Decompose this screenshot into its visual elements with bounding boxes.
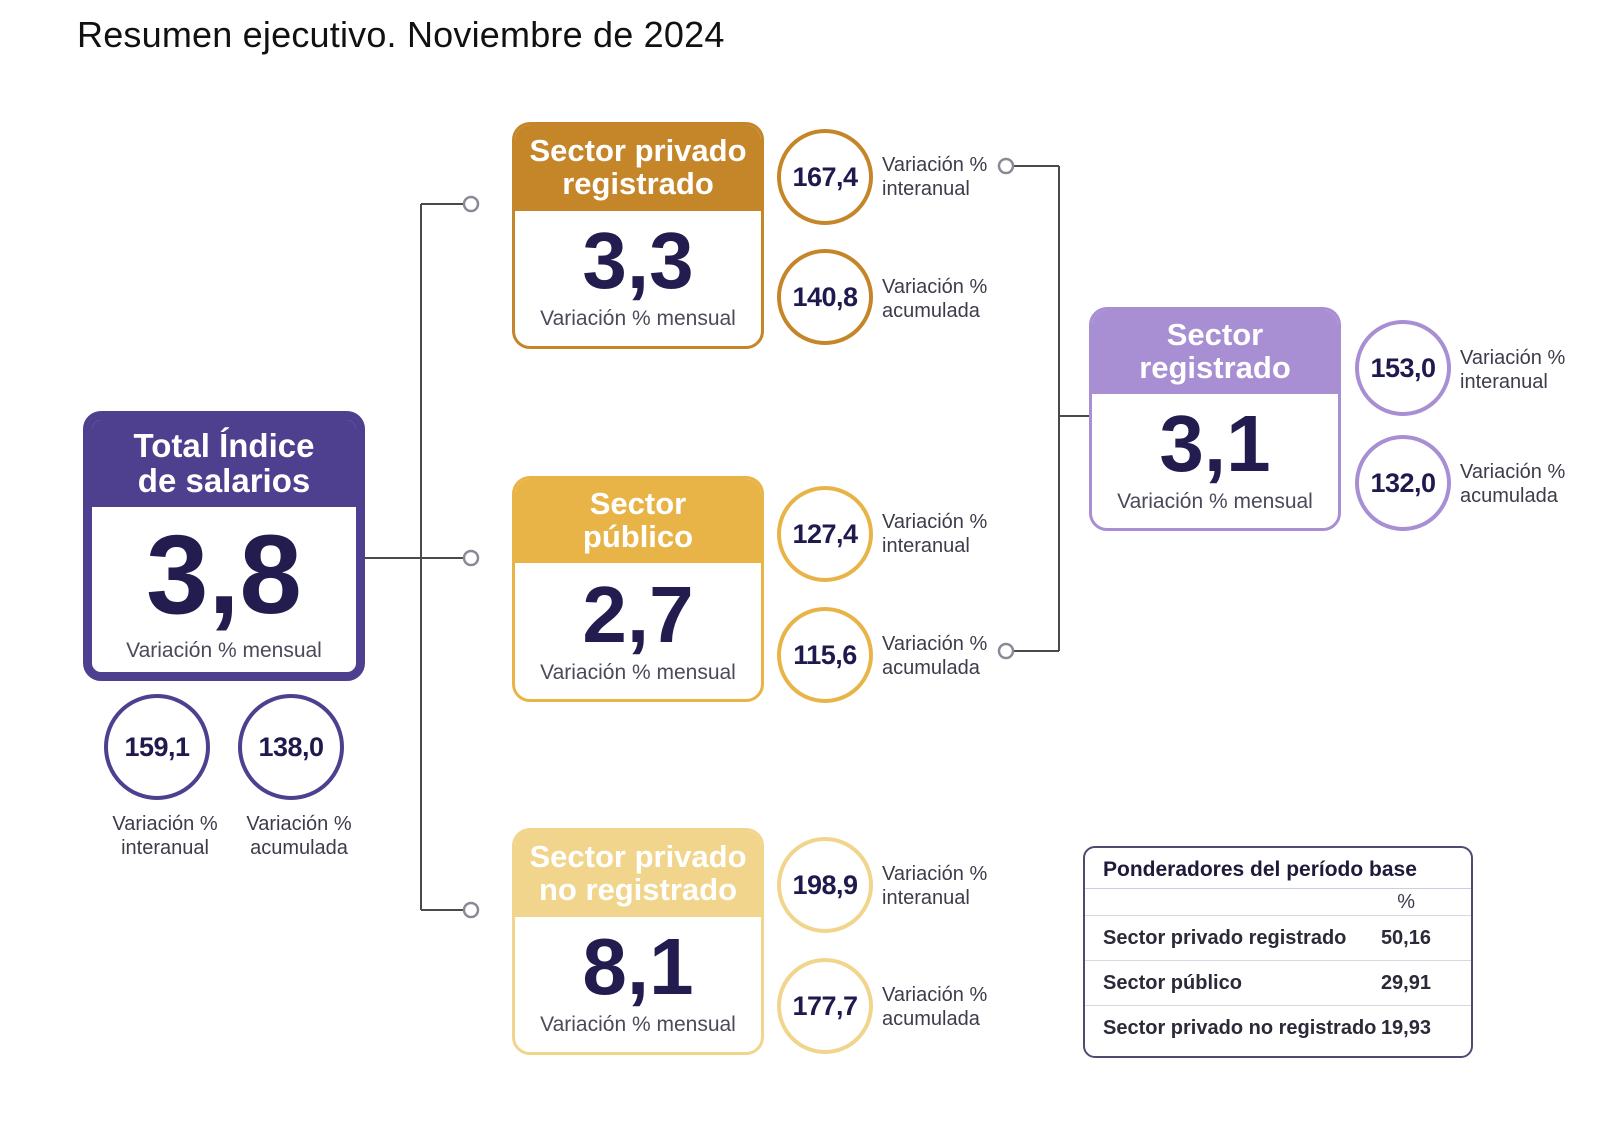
- publico-value: 2,7: [582, 570, 694, 659]
- total-acumulada-circle: 138,0: [238, 694, 344, 800]
- no-registrado-box: Sector privado no registrado 8,1 Variaci…: [512, 828, 764, 1055]
- no-registrado-interanual-label: Variación % interanual: [882, 863, 988, 909]
- publico-acumulada-label: Variación % acumulada: [882, 633, 988, 679]
- registrado-acumulada-label: Variación % acumulada: [1460, 461, 1566, 507]
- total-header: Total Índice de salarios: [92, 420, 356, 507]
- registrado-acumulada-circle: 132,0: [1355, 435, 1451, 531]
- publico-box: Sector público 2,7 Variación % mensual: [512, 476, 764, 702]
- connector-dot-no-registrado: [462, 901, 480, 919]
- publico-header: Sector público: [515, 479, 761, 563]
- ponderadores-unit: %: [1397, 891, 1415, 913]
- registrado-sublabel: Variación % mensual: [1117, 490, 1313, 513]
- registrado-interanual-label: Variación % interanual: [1460, 347, 1566, 393]
- privado-registrado-sublabel: Variación % mensual: [540, 307, 736, 330]
- total-acumulada-label: Variación % acumulada: [246, 813, 352, 859]
- table-row: Sector privado no registrado 19,93: [1085, 1005, 1471, 1050]
- ponderadores-title: Ponderadores del período base: [1085, 848, 1471, 889]
- no-registrado-header: Sector privado no registrado: [515, 831, 761, 917]
- no-registrado-value: 8,1: [582, 922, 694, 1011]
- privado-registrado-header: Sector privado registrado: [515, 125, 761, 211]
- privado-registrado-interanual-circle: 167,4: [777, 129, 873, 225]
- connector-dot-privado: [462, 195, 480, 213]
- registrado-header: Sector registrado: [1092, 310, 1338, 394]
- row-value: 19,93: [1380, 1016, 1431, 1039]
- publico-sublabel: Variación % mensual: [540, 661, 736, 684]
- privado-registrado-value: 3,3: [582, 216, 694, 305]
- no-registrado-sublabel: Variación % mensual: [540, 1013, 736, 1036]
- privado-registrado-box: Sector privado registrado 3,3 Variación …: [512, 122, 764, 349]
- privado-registrado-acumulada-label: Variación % acumulada: [882, 276, 988, 322]
- table-row: Sector privado registrado 50,16: [1085, 915, 1471, 960]
- total-sublabel: Variación % mensual: [126, 639, 322, 662]
- total-interanual-label: Variación % interanual: [112, 813, 218, 859]
- row-label: Sector público: [1103, 971, 1242, 994]
- publico-acumulada-circle: 115,6: [777, 607, 873, 703]
- row-value: 29,91: [1380, 971, 1431, 994]
- total-value: 3,8: [146, 512, 302, 637]
- privado-registrado-interanual-label: Variación % interanual: [882, 154, 988, 200]
- publico-interanual-circle: 127,4: [777, 486, 873, 582]
- row-label: Sector privado no registrado: [1103, 1016, 1377, 1039]
- table-row: Sector público 29,91: [1085, 960, 1471, 1005]
- total-box: Total Índice de salarios 3,8 Variación %…: [83, 411, 365, 681]
- publico-interanual-label: Variación % interanual: [882, 511, 988, 557]
- privado-registrado-acumulada-circle: 140,8: [777, 249, 873, 345]
- registrado-value: 3,1: [1159, 399, 1271, 488]
- no-registrado-acumulada-circle: 177,7: [777, 958, 873, 1054]
- connector-dot-reg-bottom: [997, 642, 1015, 660]
- connector-dot-reg-top: [997, 157, 1015, 175]
- row-label: Sector privado registrado: [1103, 926, 1347, 949]
- registrado-box: Sector registrado 3,1 Variación % mensua…: [1089, 307, 1341, 531]
- row-value: 50,16: [1380, 926, 1431, 949]
- total-interanual-circle: 159,1: [104, 694, 210, 800]
- connector-dot-publico: [462, 549, 480, 567]
- no-registrado-acumulada-label: Variación % acumulada: [882, 984, 988, 1030]
- no-registrado-interanual-circle: 198,9: [777, 837, 873, 933]
- page-title: Resumen ejecutivo. Noviembre de 2024: [77, 14, 725, 55]
- registrado-interanual-circle: 153,0: [1355, 320, 1451, 416]
- ponderadores-table: Ponderadores del período base % Sector p…: [1083, 846, 1473, 1058]
